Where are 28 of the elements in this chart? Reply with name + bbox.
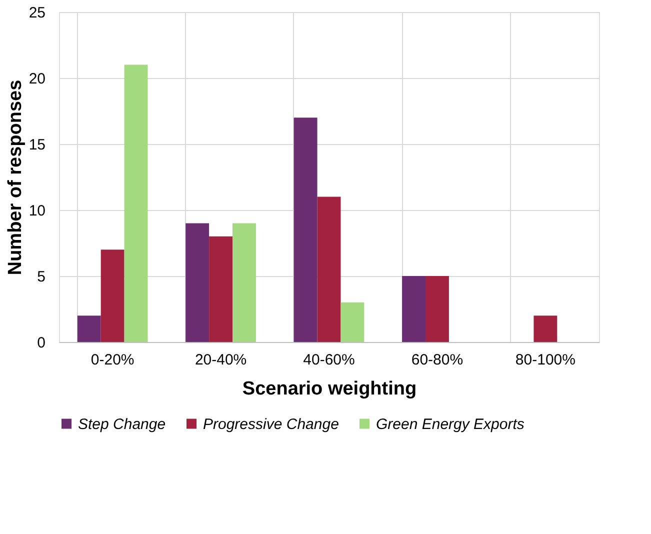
legend-label: Step Change (78, 416, 166, 433)
x-tick-label: 80-100% (515, 352, 576, 368)
bar (340, 302, 364, 342)
y-tick-label: 5 (37, 268, 46, 286)
y-tick-label: 0 (37, 334, 46, 352)
x-tick-label: 20-40% (194, 352, 247, 368)
x-tick-label: 60-80% (411, 352, 464, 368)
bar (77, 316, 101, 342)
y-tick-label: 25 (28, 4, 46, 22)
legend-label: Progressive Change (203, 416, 339, 433)
bar (317, 196, 341, 342)
bar (124, 64, 148, 342)
y-tick-label: 20 (28, 70, 46, 88)
x-tick-label: 0-20% (90, 352, 134, 368)
bar (402, 276, 426, 342)
bar (186, 223, 210, 342)
y-tick-label: 10 (28, 202, 46, 220)
bar (209, 236, 233, 342)
bar (294, 118, 318, 342)
bar (534, 316, 558, 342)
bar (232, 223, 256, 342)
x-axis-title: Scenario weighting (242, 378, 417, 400)
legend-label: Green Energy Exports (376, 416, 525, 433)
bar (100, 250, 124, 342)
x-tick-label: 40-60% (303, 352, 355, 368)
y-axis-title: Number of responses (4, 80, 26, 276)
y-tick-label: 15 (28, 136, 46, 154)
bar (425, 276, 449, 342)
